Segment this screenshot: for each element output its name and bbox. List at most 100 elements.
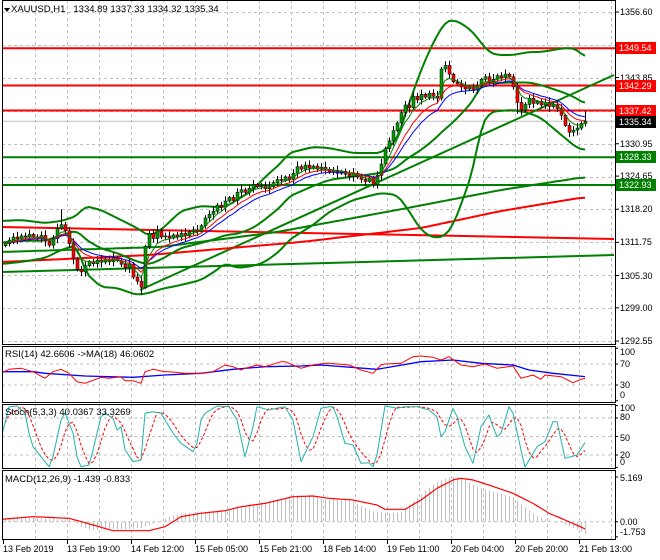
candle-body bbox=[303, 164, 308, 170]
candle-body bbox=[239, 189, 244, 193]
candle-body bbox=[387, 140, 392, 149]
candle-body bbox=[335, 169, 340, 174]
triangle-down-icon[interactable] bbox=[4, 8, 10, 12]
candle-body bbox=[403, 104, 408, 113]
candle-body bbox=[535, 101, 540, 104]
price-tag-support: 1322.93 bbox=[616, 179, 656, 191]
candle-body bbox=[499, 75, 504, 78]
panel-border bbox=[2, 470, 616, 540]
stoch-axis-label: 100 bbox=[620, 403, 636, 413]
time-axis-label: 13 Feb 19:00 bbox=[67, 544, 121, 554]
candle-body bbox=[179, 233, 184, 238]
rsi-line bbox=[2, 355, 586, 384]
macd-indicator-label: MACD(12,26,9) -1.439 -0.833 bbox=[5, 474, 131, 485]
rsi-panel bbox=[2, 346, 615, 402]
candle-body bbox=[235, 192, 240, 201]
candle-body bbox=[575, 127, 580, 131]
candle-body bbox=[195, 229, 200, 232]
candle-body bbox=[455, 81, 460, 85]
rsi-indicator-label: RSI(14) 42.6606 ->MA(18) 46.0602 bbox=[5, 349, 155, 360]
trendline[interactable] bbox=[2, 254, 615, 274]
rsi-ma-line bbox=[2, 359, 586, 378]
price-axis-label: 1330.95 bbox=[620, 139, 653, 149]
candle-body bbox=[219, 204, 224, 208]
long-moving-average-line bbox=[2, 196, 586, 263]
candle-body bbox=[519, 102, 524, 111]
rsi-axis-label: 0 bbox=[620, 390, 626, 400]
stoch-signal-line bbox=[4, 405, 586, 465]
macd-panel bbox=[2, 470, 615, 539]
candle-body bbox=[231, 197, 236, 201]
candle-body bbox=[427, 92, 432, 98]
time-axis-label: 15 Feb 21:00 bbox=[259, 544, 313, 554]
candle-body bbox=[567, 125, 572, 133]
rsi-axis-label: 70 bbox=[620, 359, 631, 369]
candle-body bbox=[363, 179, 368, 182]
price-tag-support: 1328.33 bbox=[616, 151, 656, 164]
candle-body bbox=[163, 235, 168, 238]
candle-body bbox=[395, 122, 400, 131]
rsi-axis-label: 30 bbox=[620, 380, 631, 390]
stochastic-indicator-label: Stoch(5,3,3) 40.0367 33.3269 bbox=[5, 407, 131, 418]
candle-body bbox=[87, 261, 92, 266]
stoch-main-line bbox=[2, 405, 586, 468]
time-axis-label: 20 Feb 04:00 bbox=[451, 544, 505, 554]
time-axis-label: 20 Feb 20:00 bbox=[515, 544, 569, 554]
candle-body bbox=[571, 129, 576, 133]
candle-body bbox=[523, 104, 528, 111]
candle-body bbox=[423, 93, 428, 98]
candle-body bbox=[295, 166, 300, 174]
candle-body bbox=[415, 95, 420, 101]
candle-body bbox=[11, 236, 16, 241]
price-panel bbox=[2, 0, 615, 344]
candle-body bbox=[531, 98, 536, 104]
candle-body bbox=[75, 258, 80, 270]
price-axis-label: 1318.20 bbox=[620, 204, 653, 214]
macd-signal-line bbox=[2, 477, 586, 532]
candle-body bbox=[255, 184, 260, 187]
time-axis-label: 21 Feb 13:00 bbox=[579, 544, 633, 554]
candle-body bbox=[23, 235, 28, 238]
candle-body bbox=[451, 73, 456, 83]
candle-body bbox=[263, 185, 268, 189]
candle-body bbox=[79, 269, 84, 273]
candle-body bbox=[151, 233, 156, 239]
stoch-axis-label: 80 bbox=[620, 412, 631, 422]
ema-5-line bbox=[4, 76, 586, 278]
candle-body bbox=[279, 179, 284, 181]
price-tag-resistance: 1342.29 bbox=[616, 79, 656, 92]
candle-body bbox=[515, 86, 520, 103]
time-axis-label: 13 Feb 2019 bbox=[3, 544, 54, 554]
candle-body bbox=[167, 235, 172, 239]
macd-axis-label: 5.169 bbox=[620, 473, 643, 483]
candle-body bbox=[391, 130, 396, 142]
candle-body bbox=[123, 263, 128, 269]
price-tag-resistance: 1337.42 bbox=[616, 104, 656, 117]
trendline[interactable] bbox=[2, 226, 615, 240]
candle-body bbox=[139, 280, 144, 288]
macd-axis-label: -1.753 bbox=[620, 527, 646, 537]
candle-body bbox=[399, 112, 404, 124]
candle-body bbox=[315, 165, 320, 170]
candle-body bbox=[443, 65, 448, 70]
candle-body bbox=[299, 166, 304, 170]
candle-body bbox=[147, 233, 152, 247]
ema-9-line bbox=[4, 78, 586, 273]
stoch-axis-label: 50 bbox=[620, 433, 631, 443]
panel-border bbox=[2, 0, 616, 345]
candle-body bbox=[243, 189, 248, 193]
candle-body bbox=[411, 95, 416, 108]
price-axis-label: 1324.65 bbox=[620, 171, 653, 181]
price-tag-resistance: 1349.54 bbox=[616, 42, 656, 55]
candle-body bbox=[55, 228, 60, 239]
rsi-axis-label: 100 bbox=[620, 347, 636, 357]
current-price-tag: 1335.34 bbox=[616, 116, 656, 128]
ohlc-values: 1334.89 1337.33 1334.32 1335.34 bbox=[73, 4, 219, 15]
time-axis-label: 14 Feb 12:00 bbox=[131, 544, 185, 554]
candle-body bbox=[347, 174, 352, 177]
candle-body bbox=[215, 204, 220, 212]
candle-body bbox=[583, 120, 588, 124]
candle-body bbox=[539, 101, 544, 106]
